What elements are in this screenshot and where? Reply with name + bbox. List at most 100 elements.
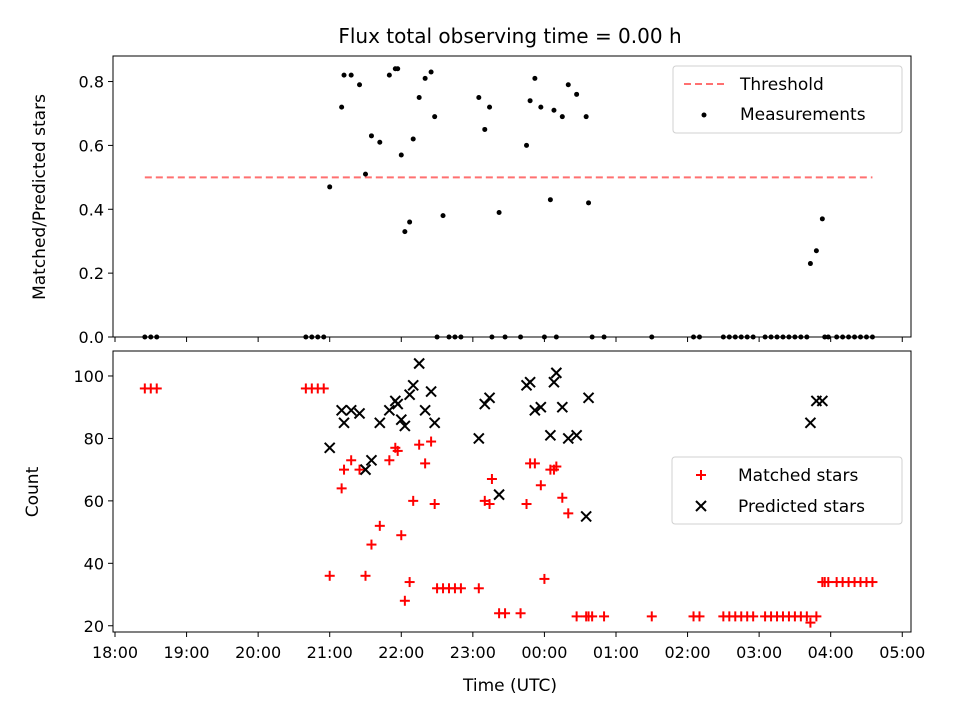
matched-star-point [324,570,335,581]
measurement-point [357,82,363,88]
predicted-star-point [550,367,563,379]
matched-star-point [521,498,532,509]
matched-star-point [515,608,526,619]
measurement-point [559,114,565,120]
measurement-point [432,114,438,120]
count-plot-area [139,357,878,628]
predicted-star-point [374,417,386,429]
count-y-tick-label: 100 [73,367,104,386]
matched-star-point [346,455,357,466]
measurements-legend-swatch [701,112,707,118]
threshold-legend-label: Threshold [739,75,824,95]
matched-star-point [408,495,419,506]
matched-star-point [426,436,437,447]
matched-star-point [336,483,347,494]
matched-star-point [535,480,546,491]
matched-star-point [748,611,759,622]
matched-star-point [484,498,495,509]
matched-star-point [339,464,350,475]
ratio-x-ticks [114,337,903,342]
measurement-point [819,216,825,222]
measurement-point [586,200,592,206]
measurement-point [807,261,813,267]
matched-star-point [473,583,484,594]
predicted-stars-legend-label: Predicted stars [738,497,865,517]
time-x-axis-label: Time (UTC) [462,676,557,696]
measurement-point [551,107,557,113]
matched-star-point [404,577,415,588]
matched-star-point [599,611,610,622]
matched-star-point [563,508,574,519]
matched-star-point [151,383,162,394]
measurement-point [341,72,347,78]
matched-star-point [374,520,385,531]
measurement-point [428,69,434,75]
measurement-point [416,95,422,101]
matched-star-point [811,611,822,622]
matched-star-point [551,461,562,472]
predicted-star-point [425,385,437,398]
time-x-tick-label: 04:00 [808,643,854,662]
time-x-tick-label: 05:00 [879,643,925,662]
predicted-star-point [483,392,496,404]
measurement-point [410,136,416,142]
measurement-point [476,95,482,101]
measurement-point [422,75,428,81]
time-x-tick-label: 02:00 [665,643,711,662]
predicted-star-point [365,454,378,466]
matched-star-point [867,577,878,588]
predicted-star-point [359,463,372,476]
time-x-tick-label: 18:00 [92,643,138,662]
matched-star-point [587,611,598,622]
predicted-star-point [524,376,536,388]
matched-star-point [646,611,657,622]
predicted-stars-legend-swatch [695,500,707,512]
time-x-tick-label: 20:00 [235,643,281,662]
predicted-star-point [407,379,419,392]
time-x-tick-label: 23:00 [450,643,496,662]
measurement-point [538,104,544,110]
count-y-axis-label: Count [23,466,43,517]
matched-star-point [823,577,834,588]
count-panel: 20 40 60 80 100 18:00 19:00 20:00 21:00 22:00 23:… [23,350,925,696]
predicted-star-point [493,488,505,501]
predicted-star-point [473,432,485,445]
measurement-point [496,209,502,215]
matched-star-point [571,611,582,622]
predicted-star-point [428,417,441,429]
measurement-point [574,91,580,97]
measurement-point [368,133,374,139]
predicted-star-point [345,404,357,417]
chart-title: Flux total observing time = 0.00 h [338,24,681,48]
predicted-star-point [582,392,595,404]
measurement-point [487,104,493,110]
matched-star-point [318,383,329,394]
matched-star-point [384,455,395,466]
matched-star-point [557,492,568,503]
matched-star-point [429,498,440,509]
predicted-star-point [535,401,547,413]
count-y-tick-label: 60 [84,492,104,511]
ratio-y-axis-label: Matched/Predicted stars [30,94,50,300]
ratio-plot-area [142,66,875,340]
ratio-y-tick-label: 0.2 [79,264,104,283]
measurement-point [547,197,553,203]
matched-star-point [399,595,410,606]
predicted-star-point [816,395,829,407]
count-axes-frame [112,350,912,633]
predicted-star-point [580,510,592,523]
predicted-star-point [403,389,416,401]
predicted-star-point [383,404,396,417]
ratio-y-tick-label: 0.6 [79,136,104,155]
matched-star-point [500,608,511,619]
predicted-star-point [419,404,431,417]
matched-star-point [529,458,540,469]
predicted-star-point [548,376,560,388]
matched-star-point [539,573,550,584]
ratio-y-axis: 0.0 0.2 0.4 0.6 0.8 [79,73,113,347]
matched-star-point [420,458,431,469]
predicted-star-point [391,398,404,410]
predicted-star-point [544,429,557,442]
predicted-star-point [570,429,583,442]
time-x-tick-label: 21:00 [307,643,353,662]
